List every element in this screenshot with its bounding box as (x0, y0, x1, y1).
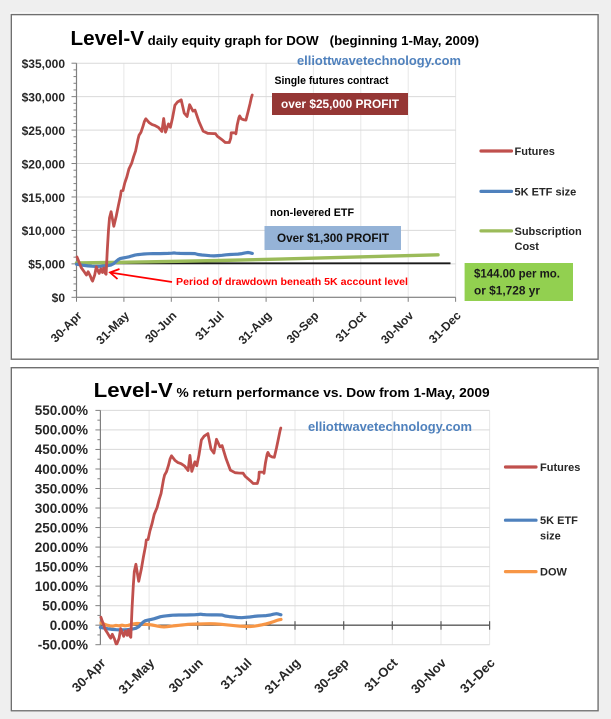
svg-text:5K ETF size: 5K ETF size (515, 186, 577, 198)
svg-text:$15,000: $15,000 (22, 191, 66, 205)
svg-text:$5,000: $5,000 (28, 258, 65, 272)
svg-text:over $25,000 PROFIT: over $25,000 PROFIT (281, 97, 400, 111)
svg-text:Single futures contract: Single futures contract (275, 75, 389, 87)
svg-text:$35,000: $35,000 (22, 57, 66, 71)
svg-text:-50.00%: -50.00% (38, 638, 88, 653)
svg-text:DOW: DOW (540, 567, 568, 579)
svg-text:150.00%: 150.00% (35, 559, 88, 574)
svg-text:400.00%: 400.00% (35, 462, 88, 477)
svg-text:or $1,728 yr: or $1,728 yr (474, 284, 540, 298)
svg-text:100.00%: 100.00% (35, 579, 88, 594)
svg-text:elliottwavetechnology.com: elliottwavetechnology.com (308, 419, 472, 434)
svg-text:size: size (540, 531, 561, 543)
svg-text:$10,000: $10,000 (22, 224, 66, 238)
svg-text:Level-V daily equity graph for: Level-V daily equity graph for DOW (begi… (71, 28, 480, 50)
svg-text:Futures: Futures (540, 462, 580, 474)
svg-text:$0: $0 (52, 291, 66, 305)
svg-text:0.00%: 0.00% (50, 618, 88, 633)
svg-text:Period of drawdown beneath 5K: Period of drawdown beneath 5K account le… (176, 276, 408, 288)
svg-text:non-levered ETF: non-levered ETF (270, 207, 354, 219)
svg-text:$30,000: $30,000 (22, 90, 66, 104)
svg-text:$20,000: $20,000 (22, 157, 66, 171)
svg-text:200.00%: 200.00% (35, 540, 88, 555)
svg-text:elliottwavetechnology.com: elliottwavetechnology.com (297, 53, 461, 68)
svg-text:5K ETF: 5K ETF (540, 515, 578, 527)
svg-text:Subscription: Subscription (515, 226, 583, 238)
svg-text:50.00%: 50.00% (42, 599, 88, 614)
svg-text:Cost: Cost (515, 241, 540, 253)
svg-text:$144.00 per mo.: $144.00 per mo. (474, 267, 560, 281)
svg-text:500.00%: 500.00% (35, 423, 88, 438)
svg-text:350.00%: 350.00% (35, 481, 88, 496)
svg-text:550.00%: 550.00% (35, 403, 88, 418)
svg-text:Level-V % return performance v: Level-V % return performance vs. Dow fro… (94, 380, 490, 402)
svg-text:Over $1,300 PROFIT: Over $1,300 PROFIT (277, 231, 390, 245)
svg-text:250.00%: 250.00% (35, 520, 88, 535)
svg-text:450.00%: 450.00% (35, 442, 88, 457)
svg-text:Futures: Futures (515, 146, 555, 158)
svg-text:$25,000: $25,000 (22, 124, 66, 138)
svg-text:300.00%: 300.00% (35, 501, 88, 516)
